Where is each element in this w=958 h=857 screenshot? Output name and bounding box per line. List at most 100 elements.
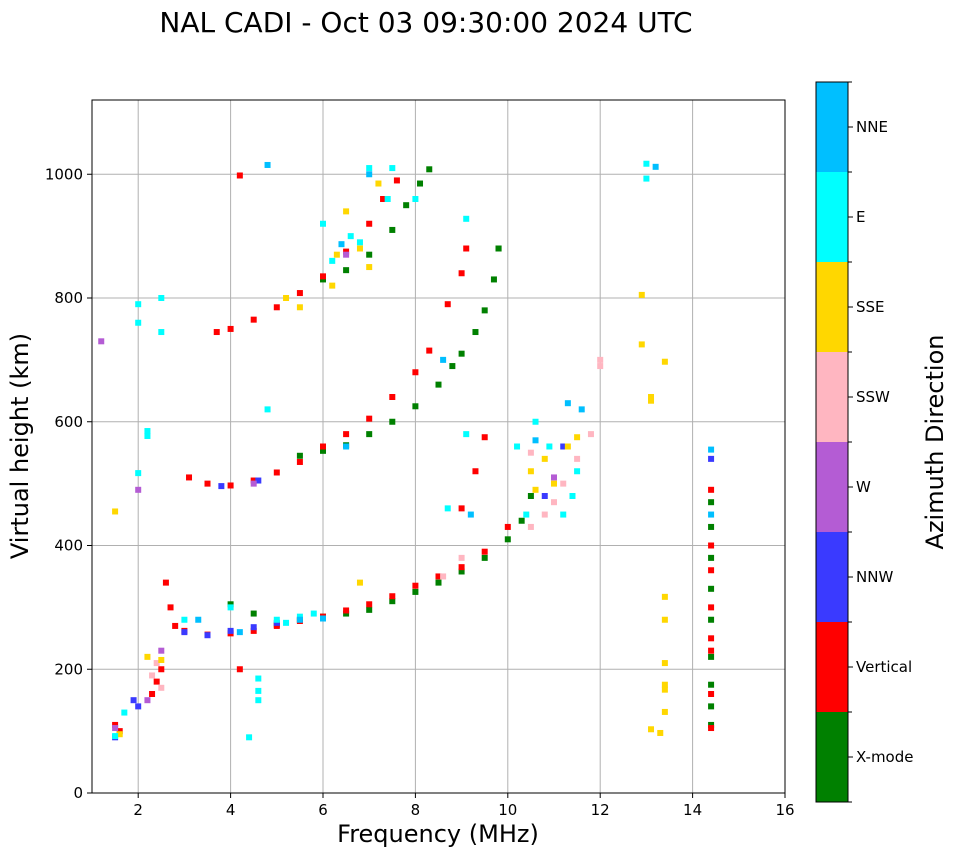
data-point-w [98, 338, 105, 345]
data-point-nne [236, 629, 243, 636]
data-point-x-mode [227, 601, 234, 608]
data-point-sse [366, 264, 373, 271]
data-point-vertical [708, 567, 715, 574]
data-point-x-mode [343, 610, 350, 617]
data-point-e [366, 165, 373, 172]
data-point-nne [343, 443, 350, 450]
data-point-sse [158, 656, 165, 663]
data-point-vertical [204, 480, 211, 487]
data-point-sse [661, 681, 668, 688]
grid-lines [92, 100, 786, 794]
data-point-e [463, 215, 470, 222]
data-point-sse [343, 208, 350, 215]
data-point-e [389, 165, 396, 172]
x-tick-label: 2 [133, 801, 143, 819]
data-point-x-mode [449, 363, 456, 370]
data-point-ssw [551, 499, 557, 506]
y-axis-label: Virtual height (km) [6, 333, 34, 559]
data-point-e [144, 428, 151, 435]
data-point-sse [541, 455, 548, 462]
data-point-e [158, 329, 165, 336]
data-point-vertical [186, 474, 193, 481]
x-tick-label: 4 [226, 801, 236, 819]
data-point-x-mode [708, 585, 715, 592]
plot-frame [91, 99, 786, 794]
data-point-x-mode [296, 452, 303, 459]
data-point-nne [578, 406, 585, 413]
data-point-x-mode [366, 251, 373, 258]
data-point-sse [574, 434, 581, 441]
colorbar-segment [816, 622, 848, 712]
data-point-sse [329, 282, 336, 289]
data-point-x-mode [426, 166, 433, 173]
data-point-vertical [458, 564, 465, 571]
data-point-ssw [560, 480, 567, 487]
data-point-sse [661, 708, 668, 715]
data-point-nne [440, 356, 447, 363]
data-point-e [144, 432, 151, 439]
data-point-nne [467, 511, 474, 518]
data-point-sse [356, 245, 363, 252]
data-point-w [551, 474, 557, 481]
data-point-nne [652, 163, 659, 170]
data-point-x-mode [417, 180, 424, 187]
data-point-vertical [158, 666, 165, 673]
data-point-e [412, 196, 419, 202]
data-point-e [463, 431, 470, 438]
data-point-vertical [112, 721, 119, 728]
data-point-x-mode [250, 610, 257, 617]
data-point-vertical [343, 431, 350, 438]
data-point-nnw [273, 619, 280, 626]
data-point-ssw [597, 356, 604, 363]
data-point-vertical [426, 347, 433, 354]
data-point-sse [661, 593, 668, 600]
data-point-x-mode [708, 681, 715, 688]
data-point-x-mode [708, 616, 715, 623]
colorbar-frame [815, 81, 849, 803]
data-point-e [514, 443, 521, 450]
data-point-nnw [560, 443, 567, 450]
data-point-vertical [343, 248, 350, 255]
data-point-e [320, 220, 326, 227]
data-point-nnw [204, 632, 211, 639]
data-point-vertical [708, 486, 715, 493]
data-point-x-mode [708, 523, 715, 530]
data-point-vertical [380, 196, 387, 202]
data-point-vertical [250, 627, 257, 634]
data-point-nne [195, 616, 202, 623]
data-point-ssw [587, 431, 594, 438]
x-tick-label: 8 [411, 801, 421, 819]
data-point-sse [356, 579, 363, 586]
data-point-vertical [273, 469, 280, 476]
data-point-vertical [250, 477, 257, 484]
data-point-w [250, 480, 257, 487]
y-tick-label: 600 [54, 413, 83, 431]
data-point-vertical [708, 604, 715, 611]
x-axis-ticks: 2 4 6 8 10 12 14 16 [133, 793, 795, 819]
data-point-e [135, 470, 142, 477]
data-point-e [121, 709, 128, 716]
data-point-e [255, 687, 262, 694]
data-point-x-mode [320, 276, 326, 283]
colorbar-tick-label: Vertical [856, 658, 912, 676]
data-point-vertical [366, 601, 373, 608]
data-point-vertical [472, 468, 479, 475]
data-point-sse [296, 304, 303, 311]
data-point-vertical [458, 270, 465, 277]
data-point-ssw [574, 455, 581, 462]
x-axis-label: Frequency (MHz) [337, 820, 539, 848]
data-point-vertical [412, 369, 419, 376]
data-point-ssw [597, 363, 604, 370]
data-point-w [343, 251, 350, 258]
y-tick-label: 1000 [45, 165, 83, 183]
data-point-nne [296, 616, 303, 623]
data-point-vertical [708, 691, 715, 697]
colorbar-segment [816, 712, 848, 802]
data-point-e [135, 301, 142, 308]
data-point-ssw [440, 573, 447, 580]
x-tick-label: 12 [591, 801, 610, 819]
data-point-e [546, 443, 553, 450]
data-point-x-mode [343, 267, 350, 274]
colorbar-label: Azimuth Direction [921, 335, 949, 550]
